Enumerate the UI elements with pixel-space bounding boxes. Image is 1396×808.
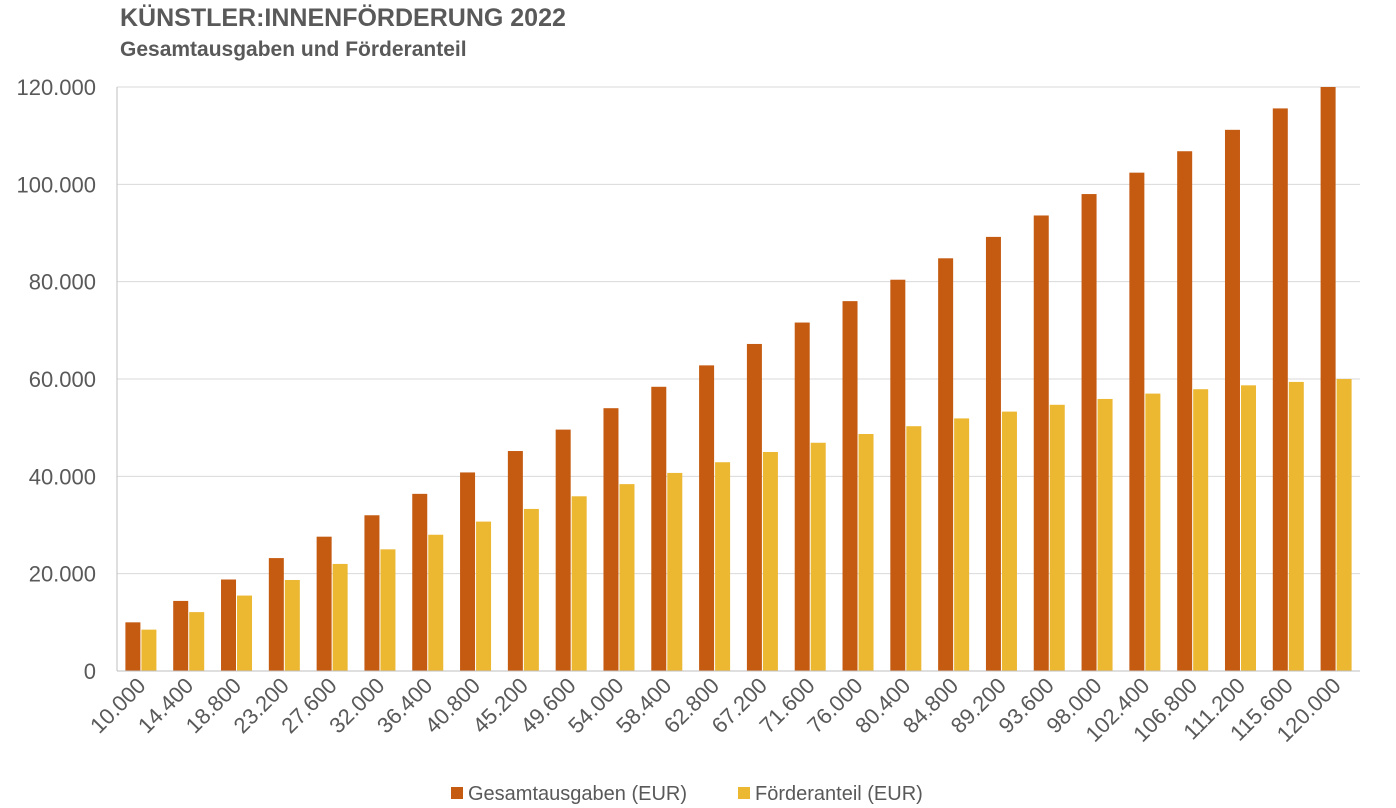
chart-subtitle: Gesamtausgaben und Förderanteil (120, 38, 467, 61)
bar-foerderanteil (284, 579, 300, 671)
bar-foerderanteil (1145, 393, 1161, 671)
bar-foerderanteil (237, 595, 253, 671)
bar-gesamtausgaben (938, 258, 954, 671)
bar-foerderanteil (428, 534, 444, 671)
bar-gesamtausgaben (651, 386, 667, 671)
bar-foerderanteil (571, 496, 587, 671)
bar-gesamtausgaben (125, 622, 141, 671)
bar-foerderanteil (1097, 398, 1113, 671)
legend-label: Förderanteil (EUR) (755, 783, 923, 805)
legend-swatch (451, 787, 463, 799)
bar-gesamtausgaben (1224, 129, 1240, 671)
bar-gesamtausgaben (221, 579, 237, 671)
bar-gesamtausgaben (555, 429, 571, 671)
bar-foerderanteil (762, 452, 778, 671)
bar-foerderanteil (523, 508, 539, 671)
bar-gesamtausgaben (842, 301, 858, 671)
legend-swatch (738, 787, 750, 799)
y-tick-label: 40.000 (29, 464, 96, 489)
y-tick-label: 100.000 (16, 172, 96, 197)
legend: Gesamtausgaben (EUR) Förderanteil (EUR) (451, 783, 923, 805)
bar-foerderanteil (141, 629, 157, 671)
bar-foerderanteil (1240, 385, 1256, 671)
y-tick-label: 80.000 (29, 270, 96, 295)
bar-gesamtausgaben (1081, 194, 1097, 672)
bar-gesamtausgaben (699, 365, 715, 671)
bar-foerderanteil (954, 418, 970, 671)
bar-gesamtausgaben (603, 408, 619, 671)
x-axis-ticks: 10.00014.40018.80023.20027.60032.00036.4… (85, 673, 1345, 747)
bar-foerderanteil (1001, 411, 1017, 671)
bar-gesamtausgaben (1033, 215, 1049, 672)
bars (125, 87, 1352, 672)
legend-item-foerderanteil: Förderanteil (EUR) (738, 783, 923, 805)
legend-label: Gesamtausgaben (EUR) (468, 783, 687, 805)
bar-foerderanteil (332, 563, 348, 671)
bar-gesamtausgaben (1129, 172, 1145, 672)
bar-foerderanteil (1288, 381, 1304, 671)
bar-foerderanteil (715, 462, 731, 671)
gridlines (117, 86, 1360, 575)
bar-gesamtausgaben (746, 343, 762, 671)
y-tick-label: 20.000 (29, 562, 96, 587)
bar-gesamtausgaben (1272, 108, 1288, 671)
bar-foerderanteil (858, 433, 874, 671)
bar-foerderanteil (189, 612, 205, 671)
bar-foerderanteil (619, 484, 635, 671)
chart-title: KÜNSTLER:INNENFÖRDERUNG 2022 (120, 4, 566, 32)
bar-foerderanteil (810, 442, 826, 671)
bar-gesamtausgaben (507, 451, 523, 671)
bar-gesamtausgaben (268, 558, 284, 671)
bar-foerderanteil (1336, 379, 1352, 671)
bar-foerderanteil (906, 426, 922, 671)
bar-gesamtausgaben (412, 493, 428, 671)
bar-gesamtausgaben (460, 472, 476, 671)
bar-foerderanteil (1193, 389, 1209, 671)
bar-foerderanteil (1049, 404, 1065, 671)
bar-foerderanteil (380, 549, 396, 671)
bar-gesamtausgaben (173, 600, 189, 671)
y-tick-label: 0 (84, 659, 96, 684)
bar-gesamtausgaben (794, 322, 810, 671)
legend-item-gesamtausgaben: Gesamtausgaben (EUR) (451, 783, 687, 805)
bar-gesamtausgaben (364, 515, 380, 671)
bar-foerderanteil (667, 472, 683, 671)
bar-gesamtausgaben (985, 236, 1001, 672)
bar-foerderanteil (476, 521, 492, 671)
y-tick-label: 60.000 (29, 367, 96, 392)
bar-gesamtausgaben (1177, 151, 1193, 672)
bar-gesamtausgaben (316, 536, 332, 671)
bar-gesamtausgaben (890, 279, 906, 671)
y-axis-ticks: 0 20.000 40.000 60.000 80.000 100.000 120.000 (16, 75, 96, 684)
bar-gesamtausgaben (1320, 87, 1336, 671)
y-tick-label: 120.000 (16, 75, 96, 100)
